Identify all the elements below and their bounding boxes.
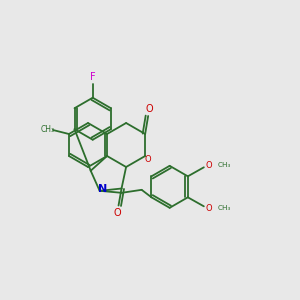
Text: CH₃: CH₃ [218, 162, 231, 168]
Text: CH₃: CH₃ [41, 124, 55, 134]
Text: O: O [114, 208, 121, 218]
Text: F: F [90, 72, 95, 82]
Text: O: O [145, 154, 152, 164]
Text: N: N [98, 184, 107, 194]
Text: O: O [206, 161, 212, 170]
Text: O: O [145, 104, 153, 114]
Text: O: O [206, 204, 212, 213]
Text: CH₃: CH₃ [218, 205, 231, 211]
